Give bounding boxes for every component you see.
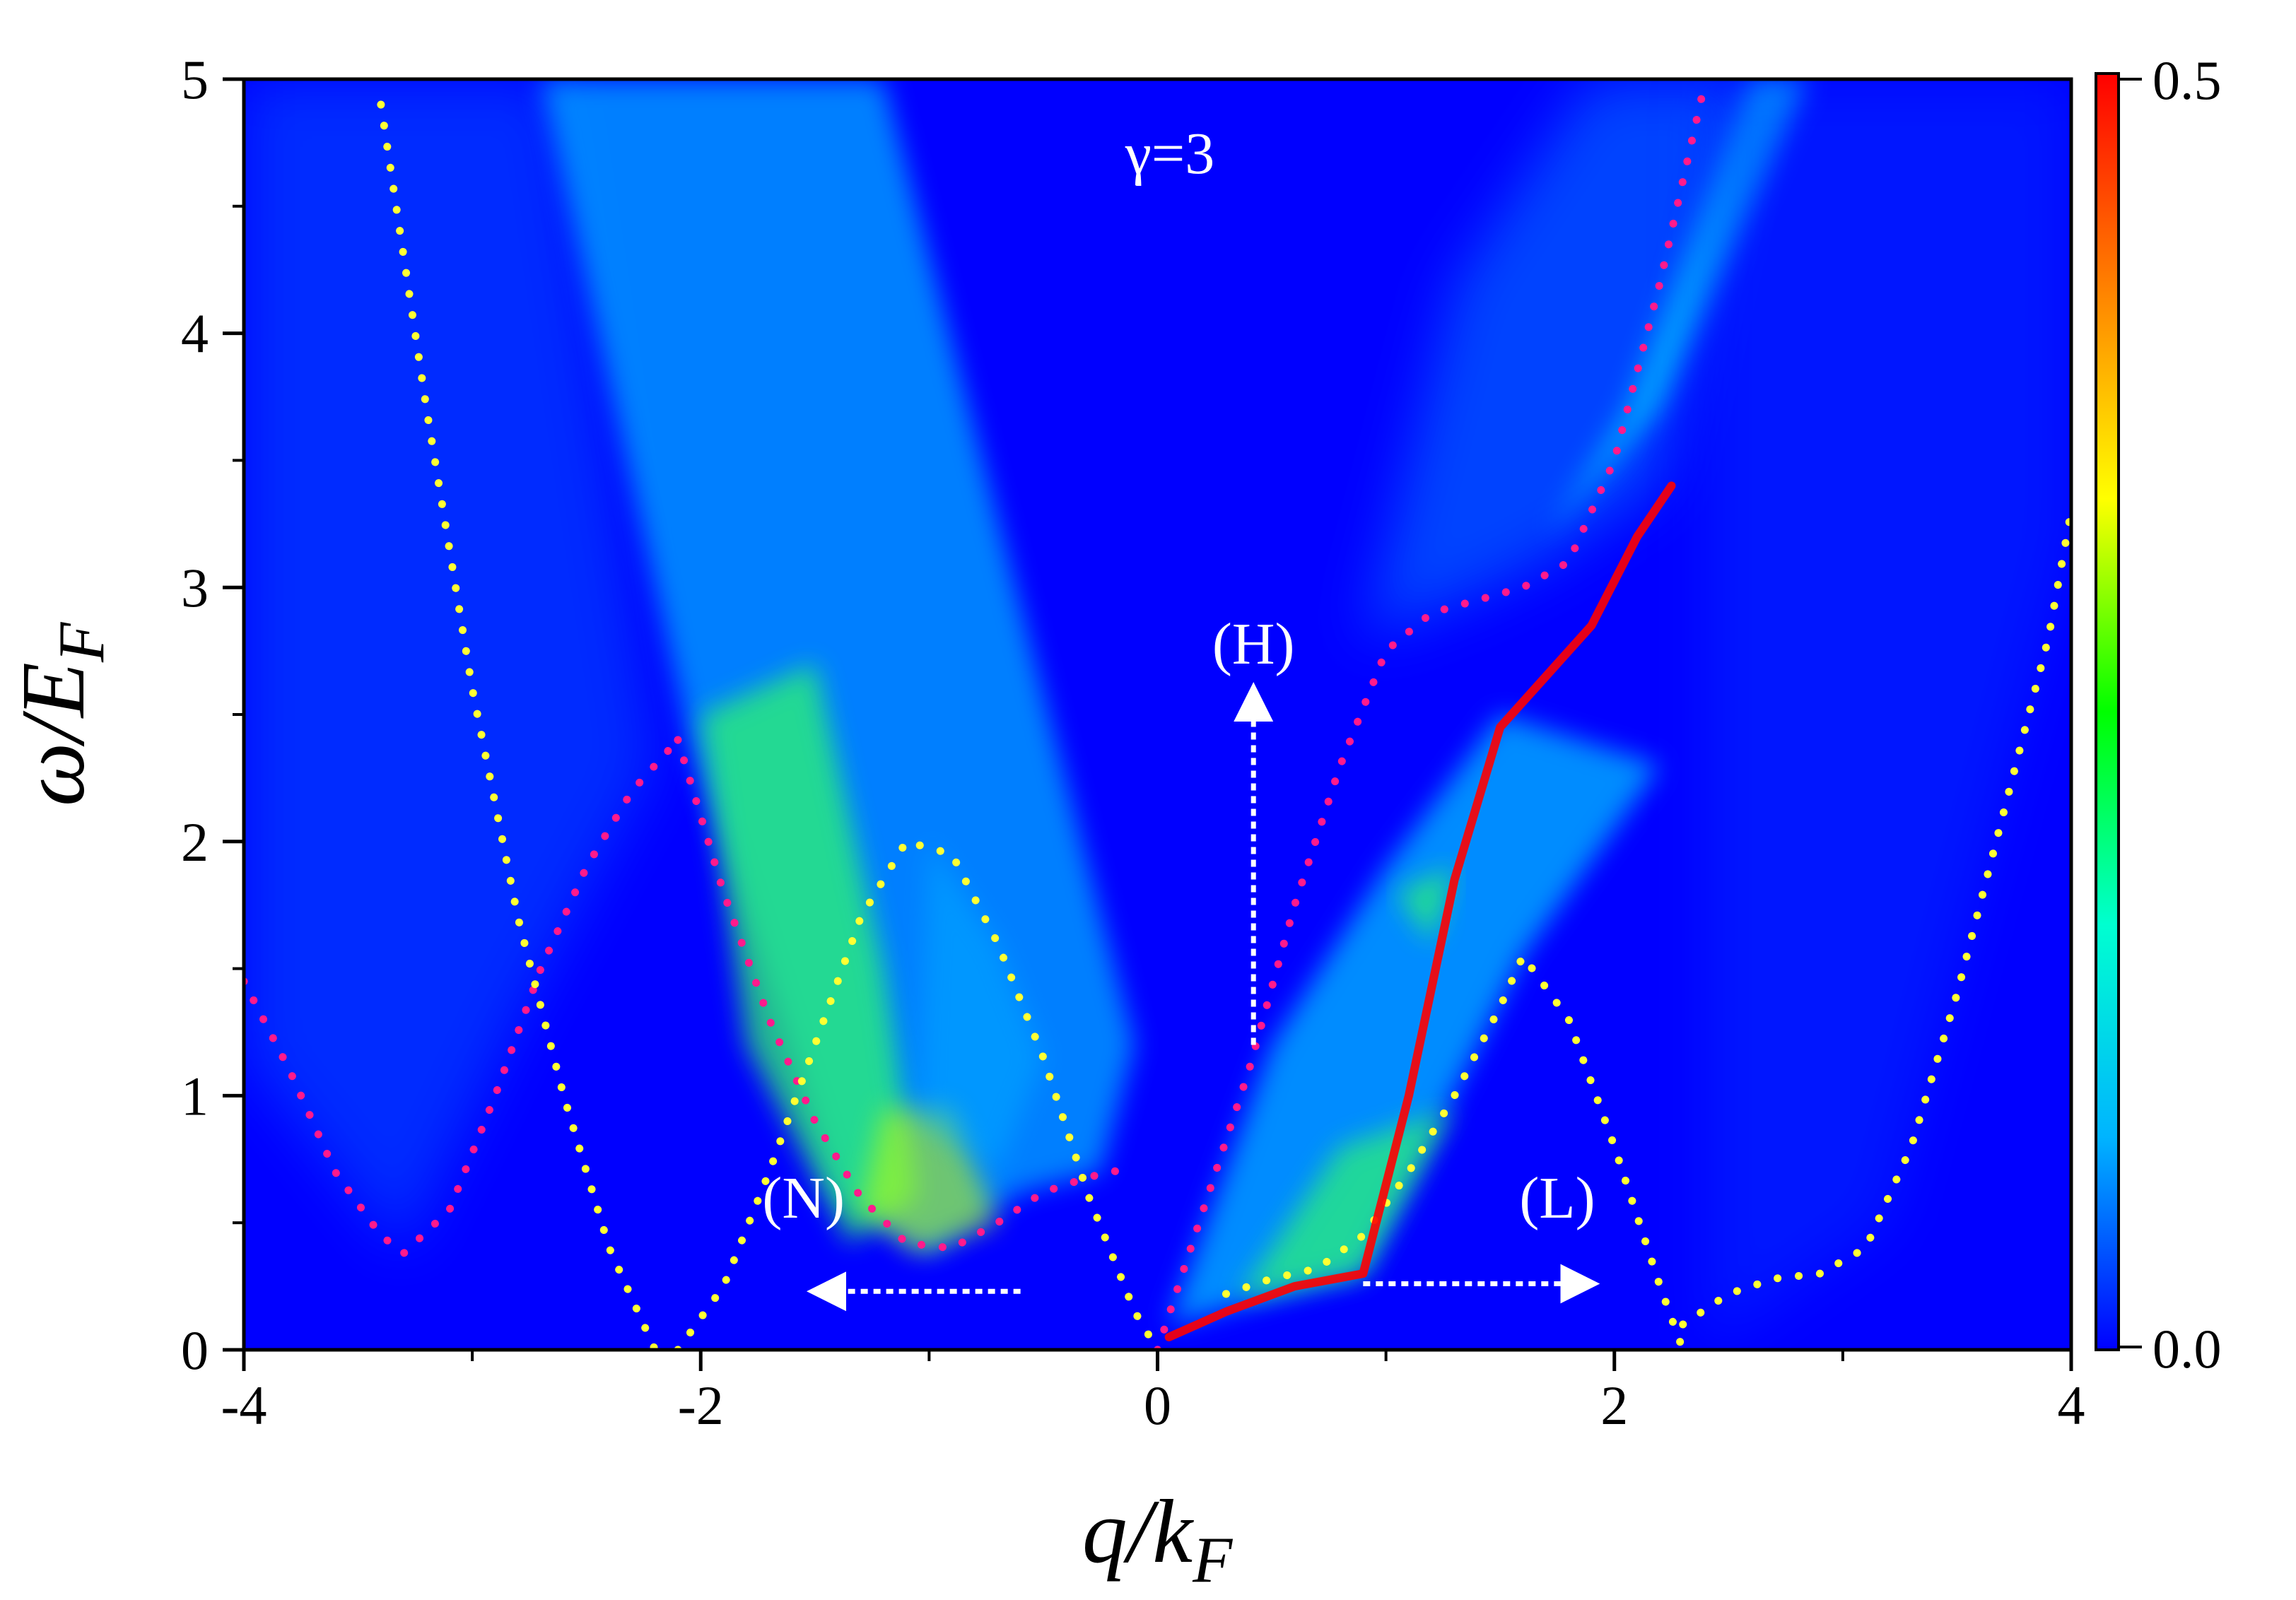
x-tick-label: -2 xyxy=(678,1375,724,1436)
continuum-right-upper xyxy=(1363,79,1752,639)
y-axis-title-sub: F xyxy=(45,622,117,663)
continuum-left-inner xyxy=(918,841,1043,1172)
y-tick-label: 0 xyxy=(181,1319,209,1381)
curve-0-dotted-magenta xyxy=(1154,79,1710,1350)
annotation-label: (H) xyxy=(1212,611,1295,677)
continuum-right-green xyxy=(1237,1108,1455,1300)
y-tick-label: 4 xyxy=(181,303,209,365)
colorbar-tick-label-min: 0.0 xyxy=(2152,1318,2222,1380)
y-tick-label: 5 xyxy=(181,49,209,110)
x-tick-label: -4 xyxy=(221,1375,267,1436)
annotation-0: (H) xyxy=(1212,611,1295,1045)
colorbar-tick-label-max: 0.5 xyxy=(2152,49,2222,111)
x-axis-title: q/kF xyxy=(1082,1481,1233,1596)
continuum-left-green xyxy=(701,664,918,1243)
y-axis: 0 1 2 3 4 5 xyxy=(181,49,244,1381)
curve-7-ridge-red xyxy=(1164,481,1676,1342)
x-axis-title-main: q/k xyxy=(1082,1481,1195,1582)
curve-5-dotted-yellow xyxy=(1222,952,1687,1350)
continuum-right-outer xyxy=(1706,79,2071,1350)
x-axis: -4 -2 0 2 4 xyxy=(221,1350,2085,1436)
continuum-right-patch xyxy=(1397,866,1455,943)
x-tick-label: 4 xyxy=(2058,1375,2085,1436)
plot-area xyxy=(244,79,2071,1350)
y-tick-label: 2 xyxy=(181,811,209,873)
curve-4-dotted-yellow xyxy=(674,837,1161,1350)
curve-1-dotted-magenta xyxy=(244,736,682,1257)
annotation-1: (N) xyxy=(762,1165,1021,1312)
colorbar-gradient xyxy=(2095,72,2120,1351)
annotation-2: (L) xyxy=(1363,1165,1600,1304)
y-axis-title-main: ω/E xyxy=(3,662,103,806)
x-tick-label: 0 xyxy=(1144,1375,1171,1436)
curve-group xyxy=(244,79,2071,1350)
y-axis-title: ω/EF xyxy=(3,622,117,806)
curve-6-dotted-yellow xyxy=(1679,507,2071,1329)
annotation-label: (N) xyxy=(762,1165,845,1231)
parameter-label: γ=3 xyxy=(1125,121,1215,187)
colorbar: 0.5 0.0 xyxy=(2095,49,2222,1380)
continuum-right-band xyxy=(1168,714,1660,1325)
annotation-label: (L) xyxy=(1519,1165,1595,1231)
continuum-left-outer xyxy=(244,79,655,1254)
y-tick-label: 1 xyxy=(181,1065,209,1127)
x-tick-label: 2 xyxy=(1600,1375,1628,1436)
heatmap-continuum xyxy=(244,79,2071,1350)
curve-3-dotted-yellow xyxy=(377,100,660,1350)
x-axis-title-sub: F xyxy=(1192,1524,1233,1596)
y-tick-label: 3 xyxy=(181,557,209,618)
annotations: (H) (N) (L) xyxy=(762,611,1600,1312)
